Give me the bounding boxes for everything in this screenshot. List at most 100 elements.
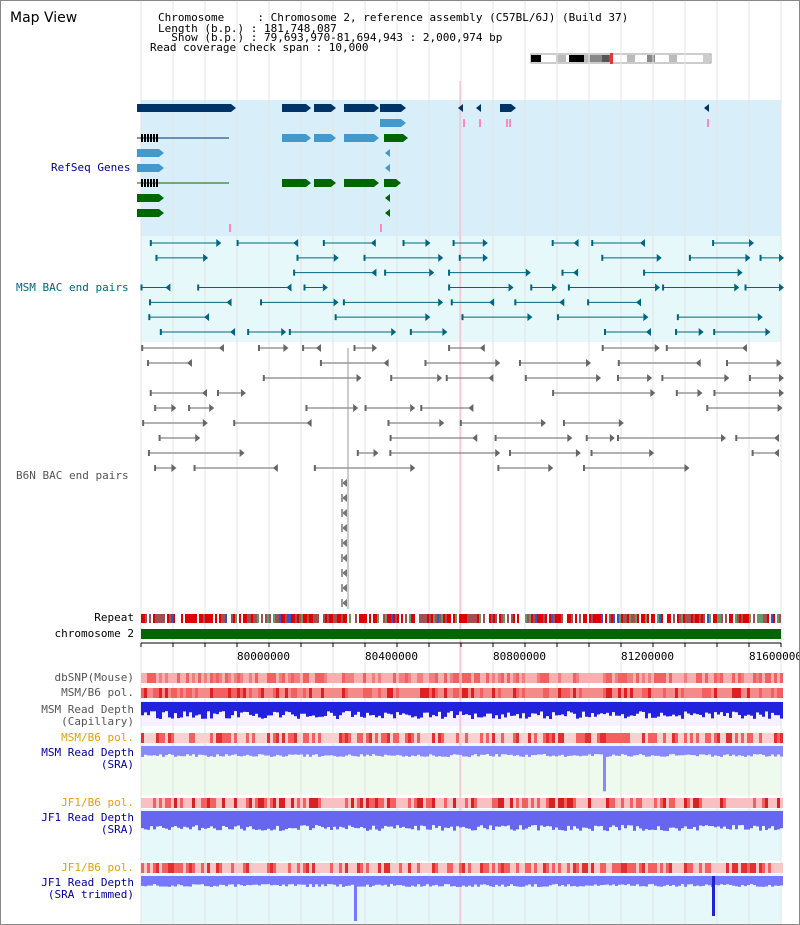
repeat-segment bbox=[569, 614, 571, 623]
jf1-trimmed-depth-bar bbox=[360, 876, 363, 887]
track-label-jf1-depth-trimmed-sub: (SRA trimmed) bbox=[47, 888, 134, 901]
jf1-b6-pol-bar bbox=[594, 798, 597, 808]
msm-sra-depth-bar bbox=[717, 746, 720, 757]
repeat-segment bbox=[275, 614, 277, 623]
ideogram-band bbox=[627, 55, 635, 62]
msm-b6-pol-bar bbox=[453, 733, 456, 743]
jf1-b6-pol-bar bbox=[171, 798, 174, 808]
msm-sra-depth-bar bbox=[381, 746, 384, 757]
jf1-b6-pol-bar bbox=[435, 863, 438, 873]
msm-b6-pol-bar bbox=[540, 688, 543, 698]
repeat-segment bbox=[241, 614, 243, 623]
msm-capillary-depth-bar bbox=[501, 702, 504, 715]
jf1-b6-pol-bar bbox=[747, 863, 750, 873]
repeat-segment bbox=[567, 614, 569, 623]
msm-sra-depth-bar bbox=[447, 746, 450, 757]
repeat-segment bbox=[451, 614, 453, 623]
jf1-sra-depth-bar bbox=[375, 811, 378, 830]
msm-capillary-depth-bar bbox=[768, 702, 771, 719]
msm-sra-depth-bar bbox=[750, 746, 753, 757]
jf1-sra-depth-bar bbox=[531, 811, 534, 826]
msm-b6-pol-bar bbox=[393, 733, 396, 743]
jf1-b6-pol-bar bbox=[450, 863, 453, 873]
msm-capillary-depth-bar bbox=[717, 702, 720, 715]
b6n-bac-end bbox=[585, 435, 588, 441]
jf1-b6-pol-bar bbox=[429, 798, 432, 808]
jf1-b6-pol-bar bbox=[255, 798, 258, 808]
jf1-b6-pol-bar bbox=[564, 798, 567, 808]
ideogram-band bbox=[602, 55, 609, 62]
jf1-sra-depth-bar bbox=[234, 811, 237, 827]
repeat-segment bbox=[213, 614, 215, 623]
gene-block bbox=[380, 104, 401, 112]
jf1-trimmed-depth-bar bbox=[150, 876, 153, 886]
msm-b6-pol-bar bbox=[240, 688, 243, 698]
msm-capillary-depth-bar bbox=[636, 702, 639, 714]
jf1-trimmed-depth-bar bbox=[294, 876, 297, 886]
jf1-sra-depth-bar bbox=[417, 811, 420, 831]
jf1-b6-pol-bar bbox=[288, 863, 291, 873]
jf1-b6-pol-bar bbox=[213, 863, 216, 873]
msm-b6-pol-bar bbox=[153, 688, 156, 698]
repeat-segment bbox=[545, 614, 547, 623]
msm-capillary-depth-bar bbox=[558, 702, 561, 716]
msm-capillary-depth-bar bbox=[750, 702, 753, 716]
msm-b6-pol-bar bbox=[729, 733, 732, 743]
msm-capillary-depth-bar bbox=[714, 702, 717, 713]
msm-sra-depth-bar bbox=[780, 746, 783, 757]
jf1-sra-depth-bar bbox=[270, 811, 273, 831]
ideogram-band bbox=[556, 55, 566, 62]
b6n-bac-end-marker bbox=[342, 524, 347, 532]
repeat-segment bbox=[573, 614, 575, 623]
jf1-trimmed-depth-bar bbox=[387, 876, 390, 887]
jf1-sra-depth-bar bbox=[297, 811, 300, 830]
jf1-b6-pol-bar bbox=[216, 863, 219, 873]
repeat-segment bbox=[151, 614, 153, 623]
jf1-trimmed-depth-bar bbox=[726, 876, 729, 885]
jf1-sra-depth-bar bbox=[735, 811, 738, 830]
b6n-bac-end bbox=[262, 375, 265, 381]
repeat-segment bbox=[459, 614, 461, 623]
msm-sra-depth-bar bbox=[537, 746, 540, 755]
msm-capillary-depth-bar bbox=[366, 702, 369, 713]
msm-capillary-depth-bar bbox=[702, 702, 705, 718]
dbsnp-bar bbox=[612, 673, 615, 683]
jf1-sra-depth-bar bbox=[492, 811, 495, 830]
jf1-b6-pol-bar bbox=[663, 863, 666, 873]
jf1-b6-pol-bar bbox=[531, 863, 534, 873]
gene-strand-marker bbox=[159, 149, 164, 157]
msm-sra-depth-bar bbox=[405, 746, 408, 756]
dbsnp-bar bbox=[477, 673, 480, 683]
jf1-b6-pol-bar bbox=[669, 863, 672, 873]
b6n-bac-end-marker bbox=[239, 449, 245, 457]
msm-capillary-depth-bar bbox=[540, 702, 543, 712]
msm-b6-pol-bar bbox=[162, 688, 165, 698]
jf1-b6-pol-bar bbox=[474, 863, 477, 873]
dbsnp-bar bbox=[633, 673, 636, 683]
jf1-b6-pol-bar bbox=[441, 863, 444, 873]
msm-b6-pol-bar bbox=[414, 688, 417, 698]
msm-capillary-depth-bar bbox=[513, 702, 516, 716]
jf1-trimmed-depth-bar bbox=[744, 876, 747, 887]
repeat-segment bbox=[309, 614, 311, 623]
msm-bac-end bbox=[342, 299, 345, 306]
msm-bac-end-marker bbox=[527, 313, 533, 322]
jf1-b6-pol-bar bbox=[168, 863, 171, 873]
msm-b6-pol-bar bbox=[621, 688, 624, 698]
msm-b6-pol-bar bbox=[357, 733, 360, 743]
msm-capillary-depth-bar bbox=[561, 702, 564, 715]
jf1-b6-pol-bar bbox=[738, 798, 741, 808]
exon-tick bbox=[147, 179, 149, 187]
jf1-sra-depth-bar bbox=[171, 811, 174, 828]
jf1-b6-pol-bar bbox=[618, 798, 621, 808]
repeat-segment bbox=[773, 614, 775, 623]
repeat-segment bbox=[171, 614, 173, 623]
b6n-bac-end bbox=[302, 345, 305, 351]
msm-bac-end bbox=[448, 269, 451, 276]
msm-b6-pol-bar bbox=[537, 688, 540, 698]
msm-capillary-depth-bar bbox=[294, 702, 297, 717]
msm-capillary-depth-bar bbox=[249, 702, 252, 715]
msm-b6-pol-bar bbox=[744, 688, 747, 698]
dbsnp-bar bbox=[204, 673, 207, 683]
